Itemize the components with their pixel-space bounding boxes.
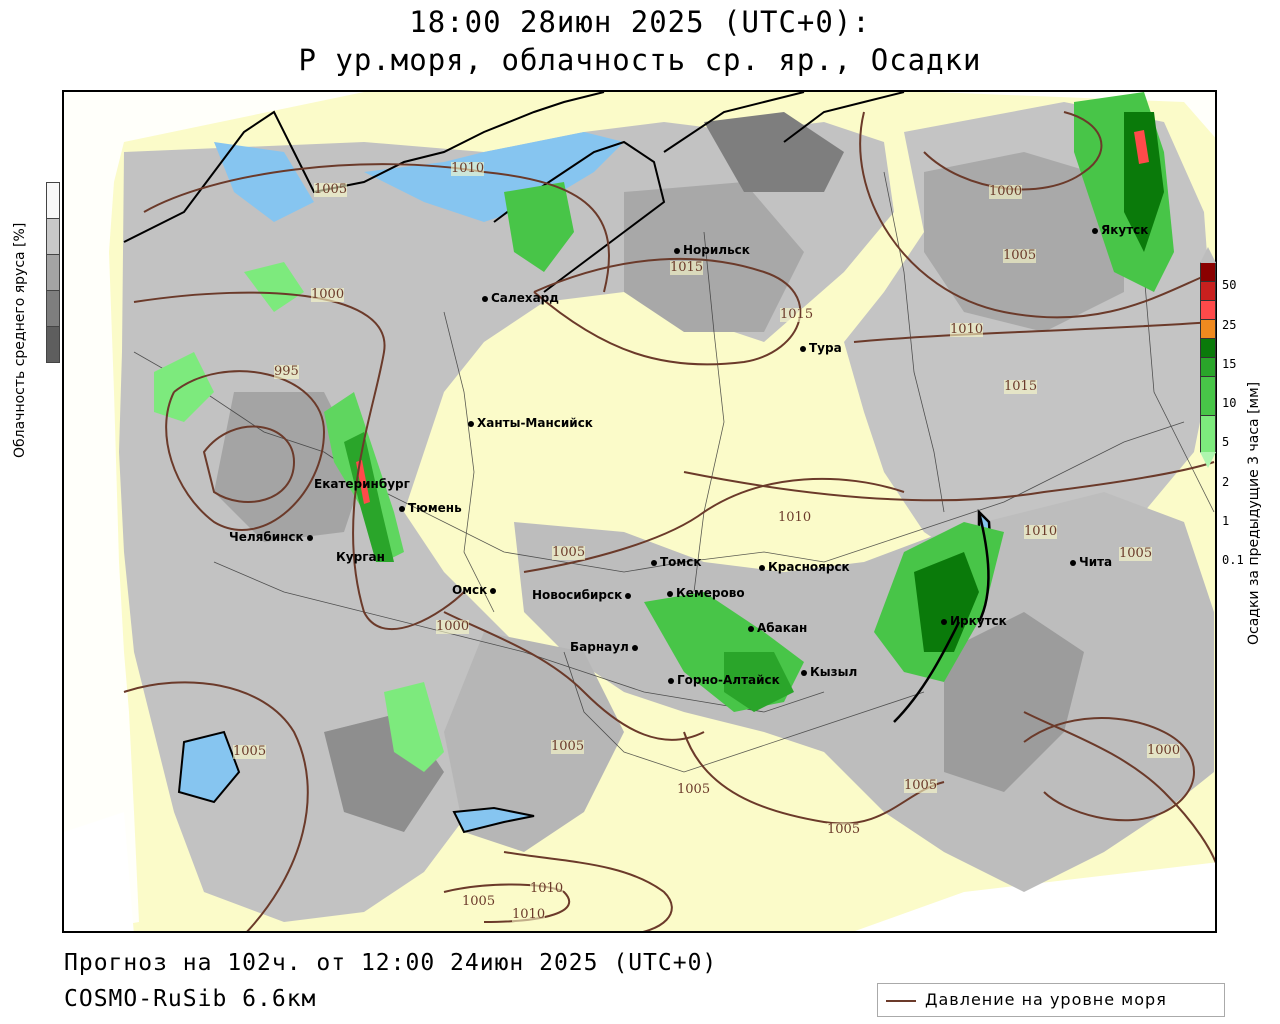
precip-color-scale [1200,247,1216,468]
isobar-label: 1010 [530,881,564,896]
city-yekaterinburg: Екатеринбург [314,477,410,491]
model-name: COSMO-RuSib 6.6км [64,986,317,1012]
precipitation [154,92,1174,772]
isobar-label: 1005 [904,778,938,793]
isobar-label: 1005 [552,545,586,560]
isobar-label: 1015 [780,307,814,322]
map-graphics [64,92,1215,931]
precip-tick: 0.1 [1222,553,1244,567]
city-kurgan: Курган [336,550,385,564]
isobar-label: 1010 [778,510,812,525]
precip-tick: 2 [1222,475,1230,489]
city-norilsk: Норильск [674,244,750,257]
isobar-label: 1000 [1147,743,1181,758]
isobar-label: 1015 [1004,379,1038,394]
precip-tick: 25 [1222,318,1237,332]
scale-arrow-bottom [1200,452,1216,468]
city-gorno-altaysk: Горно-Алтайск [668,674,780,687]
scale-arrow-top [1200,247,1216,263]
cloud-scale-cell [46,290,60,327]
isobar-label: 995 [274,364,299,379]
isobar-label: 1010 [950,322,984,337]
city-kemerovo: Кемерово [667,587,745,600]
precip-scale-cell [1200,338,1216,358]
precip-scale-cell [1200,300,1216,320]
city-novosibirsk: Новосибирск [532,589,634,602]
precip-scale-cell [1200,262,1216,282]
precip-scale-cell [1200,415,1216,453]
isobar-label: 1010 [512,907,546,922]
isobar-label: 1005 [314,182,348,197]
isobar-label: 1005 [462,894,496,909]
precip-tick: 15 [1222,357,1237,371]
map-subtitle: P ур.моря, облачность ср. яр., Осадки [298,43,982,77]
city-tura: Тура [800,342,842,355]
cloud-scale-cell [46,326,60,363]
city-chelyabinsk: Челябинск [229,531,316,544]
city-abakan: Абакан [748,622,807,635]
outside-domain [64,812,134,931]
isobar-label: 1005 [677,782,711,797]
isobar-label: 1000 [989,184,1023,199]
isobar-label: 1015 [670,260,704,275]
isobar-label: 1005 [1119,546,1153,561]
precip-scale-cell [1200,281,1216,301]
precip-tick: 1 [1222,514,1230,528]
city-kyzyl: Кызыл [801,666,857,679]
isobars [123,111,1215,931]
isobar-label: 1000 [436,619,470,634]
city-salekhard: Салехард [482,292,559,305]
isobar-label: 1000 [311,287,345,302]
precip-scale-label: Осадки за предыдущие 3 часа [мм] [1246,381,1262,645]
forecast-info: Прогноз на 102ч. от 12:00 24июн 2025 (UT… [64,950,718,976]
cloud-scale-cell [46,254,60,291]
cloud-cover [119,102,1214,922]
map-title: 18:00 28июн 2025 (UTC+0): [409,5,871,39]
precip-tick: 50 [1222,278,1237,292]
precip-scale-cell [1200,376,1216,416]
isobar-label: 1005 [827,822,861,837]
legend-label: Давление на уровне моря [925,990,1167,1009]
city-khanty-mansiysk: Ханты-Мансийск [468,417,593,430]
precip-tick: 5 [1222,435,1230,449]
precip-tick: 10 [1222,396,1237,410]
forecast-map: Норильск Якутск Салехард Тура Ханты-Манс… [62,90,1217,933]
city-irkutsk: Иркутск [941,615,1007,628]
cloud-scale-cell [46,218,60,255]
isobar-label: 1005 [551,739,585,754]
map-legend: Давление на уровне моря [877,983,1225,1017]
country-border [893,511,990,723]
cloud-scale-label: Облачность среднего яруса [%] [12,222,28,458]
outside-domain [855,862,1215,931]
cloud-color-scale [46,182,60,368]
isobar-label: 1005 [233,744,267,759]
legend-line-swatch [886,1000,916,1002]
city-tomsk: Томск [651,556,702,569]
isobar-label: 1010 [451,161,485,176]
precip-scale-cell [1200,357,1216,377]
city-krasnoyarsk: Красноярск [759,561,850,574]
isobar-label: 1005 [1003,248,1037,263]
city-yakutsk: Якутск [1092,224,1148,237]
cloud-scale-cell [46,182,60,219]
city-chita: Чита [1070,556,1112,569]
city-omsk: Омск [452,584,499,597]
isobar-label: 1010 [1024,524,1058,539]
city-barnaul: Барнаул [570,641,641,654]
city-tyumen: Тюмень [399,502,462,515]
precip-scale-cell [1200,319,1216,339]
